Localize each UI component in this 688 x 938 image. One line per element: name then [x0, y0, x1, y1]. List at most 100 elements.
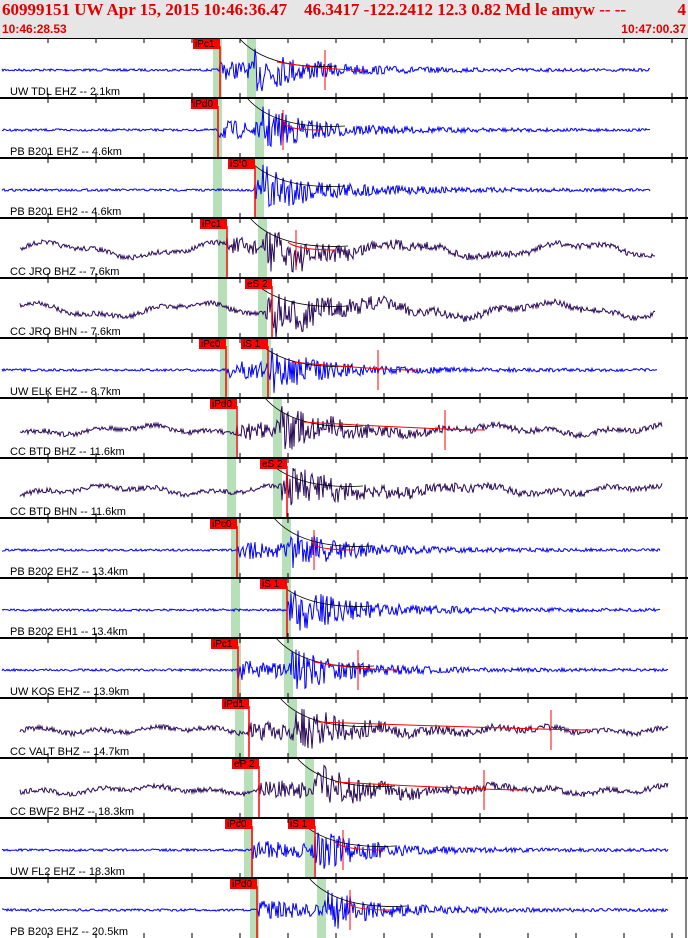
coda-fit: [291, 361, 419, 371]
trace-row[interactable]: iPd0 PB B203 EHZ -- 20.5km: [0, 877, 688, 938]
station-label: CC JRO BHZ -- 7.6km: [10, 266, 119, 278]
pick-label: iS 1: [262, 579, 280, 590]
waveform: [1, 347, 658, 393]
travel-time-curve: [246, 97, 346, 127]
waveform: [1, 106, 651, 148]
trace-row[interactable]: iPc0 PB B202 EHZ -- 13.4km: [0, 517, 688, 578]
pick-flag[interactable]: [200, 218, 227, 229]
trace-row[interactable]: iPc1 CC JRO BHZ -- 7.6km: [0, 217, 688, 278]
arrival-band: [258, 218, 267, 278]
event-header: 60999151 UW Apr 15, 2015 10:46:36.47 46.…: [0, 0, 688, 38]
arrival-band: [258, 278, 267, 338]
arrival-band: [244, 758, 253, 818]
pick-label: iPd0: [193, 99, 213, 110]
coda-fit: [317, 721, 592, 731]
pick-flag[interactable]: [260, 458, 287, 469]
coda-fit: [311, 541, 355, 551]
pick-flag[interactable]: [191, 98, 218, 109]
station-label: PB B202 EH1 -- 13.4km: [10, 626, 127, 638]
trace-row[interactable]: iPc0 iS 1 UW FL2 EHZ -- 18.3km: [0, 817, 688, 878]
pick-flag[interactable]: [210, 518, 237, 529]
arrival-band: [227, 398, 236, 458]
arrival-band: [305, 758, 314, 818]
waveform: [19, 406, 663, 450]
coda-fit: [276, 61, 366, 71]
arrival-band: [250, 878, 259, 938]
waveform: [1, 890, 669, 929]
trace-row[interactable]: eS 2 CC JRO BHN -- 7.6km: [0, 277, 688, 339]
travel-time-curve: [273, 517, 373, 547]
waveform: [1, 48, 651, 92]
pick-flag[interactable]: [232, 758, 259, 769]
pick-label: eS 2: [247, 279, 268, 290]
travel-time-curve: [238, 38, 338, 67]
waveform: [19, 467, 663, 506]
arrival-band: [220, 338, 229, 398]
pick-flag[interactable]: [193, 38, 220, 49]
arrival-band: [235, 698, 244, 758]
travel-time-curve: [279, 697, 379, 727]
station-label: UW FL2 EHZ -- 18.3km: [10, 866, 125, 878]
pick-label: iPc0: [227, 819, 247, 830]
trace-row[interactable]: eS 2 CC BTD BHN -- 11.6km: [0, 457, 688, 518]
coda-fit: [287, 241, 337, 251]
pick-flag[interactable]: [241, 338, 268, 349]
coda-fit: [334, 781, 525, 791]
waveform: [19, 293, 656, 339]
trace-row[interactable]: eP 2 CC BWF2 BHZ -- 18.3km: [0, 757, 688, 818]
trace-row[interactable]: iS 0 PB B201 EH2 -- 4.6km: [0, 157, 688, 218]
pick-label: eP 2: [234, 759, 255, 770]
pick-flag[interactable]: [228, 158, 255, 169]
pick-flag[interactable]: [230, 878, 257, 889]
waveform: [1, 530, 661, 569]
event-summary: 60999151 UW Apr 15, 2015 10:46:36.47 46.…: [2, 0, 627, 19]
coda-fit: [284, 121, 324, 131]
station-label: CC JRO BHN -- 7.6km: [10, 326, 121, 338]
waveform: [1, 649, 668, 690]
pick-flag[interactable]: [225, 818, 252, 829]
arrival-band: [273, 398, 282, 458]
travel-time-curve: [308, 877, 408, 907]
pick-label: iPd0: [232, 879, 252, 890]
trace-row[interactable]: iPc1 UW TDL EHZ -- 2.1km: [0, 38, 688, 98]
arrival-band: [213, 38, 222, 98]
travel-time-curve: [296, 757, 396, 787]
trace-row[interactable]: iPd0 PB B201 EHZ -- 4.6km: [0, 97, 688, 158]
pick-label: iPc0: [212, 519, 232, 530]
arrival-band: [247, 38, 256, 98]
end-time: 10:47:00.37: [621, 22, 686, 36]
station-label: UW TDL EHZ -- 2.1km: [10, 86, 120, 98]
waveform: [19, 708, 669, 749]
arrival-band: [288, 698, 297, 758]
coda-fit: [302, 421, 486, 431]
station-label: UW ELK EHZ -- 8.7km: [10, 386, 121, 398]
pick-label: iS 0: [230, 159, 248, 170]
station-label: CC VALT BHZ -- 14.7km: [10, 746, 129, 758]
pick-label: iS 1: [290, 819, 308, 830]
trace-row[interactable]: iPd1 CC VALT BHZ -- 14.7km: [0, 697, 688, 758]
pick-flag[interactable]: [211, 638, 238, 649]
trace-row[interactable]: iPc0 iS 1 UW ELK EHZ -- 8.7km: [0, 337, 688, 398]
coda-fit: [313, 661, 399, 671]
travel-time-curve: [264, 397, 364, 427]
arrival-band: [244, 818, 253, 878]
pick-flag[interactable]: [260, 578, 287, 589]
pick-flag[interactable]: [245, 278, 272, 289]
pick-flag[interactable]: [210, 398, 237, 409]
pick-flag[interactable]: [222, 698, 249, 709]
waveform: [19, 764, 669, 804]
trace-row[interactable]: iPc1 UW KOS EHZ -- 13.9km: [0, 637, 688, 698]
trace-row[interactable]: iPd0 CC BTD BHZ -- 11.6km: [0, 397, 688, 458]
trace-row[interactable]: iS 1 PB B202 EH1 -- 13.4km: [0, 577, 688, 638]
arrival-band: [227, 458, 236, 518]
pick-flag[interactable]: [288, 818, 315, 829]
waveform: [19, 231, 656, 273]
station-label: CC BTD BHZ -- 11.6km: [10, 446, 125, 458]
waveform: [1, 164, 651, 208]
arrival-band: [213, 158, 222, 218]
seismogram-panel[interactable]: iPc1 UW TDL EHZ -- 2.1km iPd0 PB B201 EHZ -…: [0, 38, 688, 938]
station-label: PB B203 EHZ -- 20.5km: [10, 926, 128, 938]
travel-time-curve: [249, 217, 349, 247]
station-label: UW KOS EHZ -- 13.9km: [10, 686, 129, 698]
pick-flag[interactable]: [199, 338, 226, 349]
